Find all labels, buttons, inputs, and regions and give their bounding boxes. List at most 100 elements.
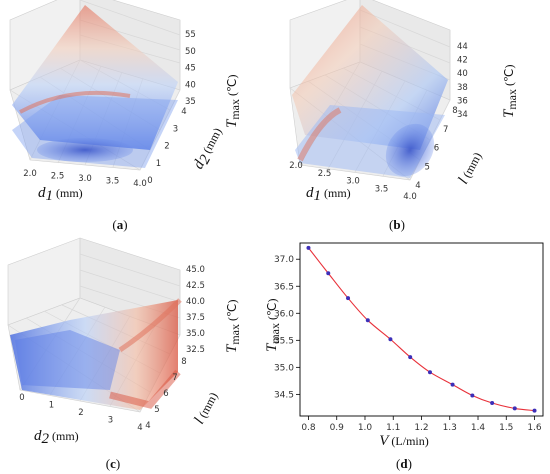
- panel-b-z-tick-label: 38: [457, 83, 468, 93]
- panel-a-3d-chart: [9, 0, 181, 171]
- panel-d-data-point: [470, 393, 475, 398]
- panel-a-z-tick-label: 40: [185, 80, 196, 90]
- panel-d-y-tick-label: 34.5: [274, 390, 294, 400]
- panel-a-x-ticks: 2.0 2.5 3.0 3.5 4.0: [23, 169, 147, 189]
- panel-b-y-tick-label: 6: [434, 144, 439, 154]
- panel-b-y-tick-label: 7: [443, 125, 448, 135]
- panel-b-y-tick-label: 4: [415, 181, 420, 191]
- panel-a-z-tick-label: 35: [185, 97, 196, 107]
- panel-d-data-point: [365, 318, 370, 323]
- panel-d-y-tick-label: 35.0: [274, 363, 294, 373]
- panel-a-x-tick-label: 3.0: [78, 174, 92, 184]
- panel-c-y-tick-label: 8: [181, 357, 186, 367]
- panel-b-x-tick-label: 2.5: [318, 169, 332, 179]
- panel-c-surface-ridge: [118, 298, 182, 353]
- panel-b-y-tick-label: 8: [452, 106, 457, 116]
- panel-b-z-label: Tmax (℃): [501, 65, 519, 118]
- panel-b-z-ticks: 34 36 38 40 42 44: [457, 42, 468, 120]
- panel-d-series-line: [308, 247, 535, 412]
- panel-b-x-tick-label: 2.0: [289, 161, 303, 171]
- panel-c-surface-front: [15, 330, 120, 390]
- panel-c-surface: [10, 300, 178, 410]
- panel-d-y-label: Tmax (℃): [264, 299, 282, 352]
- panel-b-x-tick-label: 3.5: [375, 184, 389, 194]
- panel-b-x-tick-label: 3.0: [346, 177, 360, 187]
- panel-c-x-label: d2 (mm): [34, 428, 79, 447]
- panel-d-x-tick-label: 1.3: [443, 423, 457, 433]
- panel-b-z-tick-label: 40: [457, 69, 468, 79]
- panel-c-x-tick-label: 0: [19, 393, 24, 403]
- panel-d-data-point: [490, 401, 495, 406]
- panel-d-x-tick-label: 1.2: [414, 423, 428, 433]
- panel-d-data-point: [346, 296, 351, 301]
- panel-d-x-tick-label: 0.8: [301, 423, 316, 433]
- panel-c-y-tick-label: 5: [154, 405, 159, 415]
- panel-d-data-point: [450, 382, 455, 387]
- panel-d-data-point: [326, 271, 331, 276]
- panel-a-label: (a): [112, 217, 127, 232]
- panel-d-data-point: [512, 406, 517, 411]
- panel-c-x-ticks: 0 1 2 3 4: [19, 393, 142, 433]
- panel-c-z-tick-label: 32.5: [186, 345, 205, 355]
- panel-c-z-tick-label: 40.0: [186, 297, 205, 307]
- panel-a-z-tick-label: 55: [185, 30, 196, 40]
- panel-a-surface-top: [12, 5, 178, 150]
- panel-d-y-tick-label: 36.0: [274, 309, 294, 319]
- panel-c-surface-hot-edge: [109, 369, 181, 409]
- panel-c-z-tick-label: 37.5: [186, 313, 205, 323]
- panel-d-y-tick-label: 35.5: [274, 336, 294, 346]
- panel-d-plot-frame: [299, 242, 544, 417]
- panel-a-x-tick-label: 4.0: [133, 179, 147, 189]
- panel-c-y-tick-label: 6: [163, 389, 168, 399]
- panel-d-data-point: [427, 370, 432, 375]
- panel-c-z-tick-label: 42.5: [186, 281, 205, 291]
- panel-c-y-tick-label: 4: [145, 421, 150, 431]
- panel-b-x-ticks: 2.0 2.5 3.0 3.5 4.0: [289, 161, 417, 202]
- panel-b-z-tick-label: 34: [457, 110, 468, 120]
- panel-a-y-label: d2 (mm): [190, 125, 228, 173]
- panel-b-x-tick-label: 4.0: [403, 192, 417, 202]
- panel-b-surface-minimum: [385, 123, 435, 177]
- panel-c-label: (c): [106, 456, 120, 471]
- panel-b-y-label: l (mm): [455, 149, 485, 186]
- panel-d-label: (d): [396, 456, 412, 471]
- panel-d-y-tick-label: 37.0: [274, 255, 294, 265]
- panel-c-z-tick-label: 35.0: [186, 329, 205, 339]
- panel-d-x-tick-label: 1.4: [471, 423, 486, 433]
- panel-d-y-ticks: 34.5 35.0 35.5 36.0 36.5 37.0: [274, 255, 300, 400]
- panel-c-x-tick-label: 4: [137, 423, 142, 433]
- panel-d-data-point: [532, 408, 537, 413]
- panel-c-x-tick-label: 1: [49, 401, 54, 411]
- panel-d-x-tick-label: 1.1: [386, 423, 400, 433]
- panel-a-y-tick-label: 0: [147, 176, 152, 186]
- panel-a-z-ticks: 35 40 45 50 55: [185, 30, 196, 107]
- panel-a-z-tick-label: 50: [185, 47, 196, 57]
- panel-d-line-chart: 0.8 0.9 1.0 1.1 1.2 1.3 1.4 1.5 1.6 34.5 35.0 35.5…: [274, 242, 544, 433]
- panel-d-x-ticks: 0.8 0.9 1.0 1.1 1.2 1.3 1.4 1.5 1.6: [301, 416, 542, 433]
- panel-d-series-points: [306, 245, 537, 413]
- panel-d-x-tick-label: 1.5: [499, 423, 513, 433]
- panel-a-y-tick-label: 3: [173, 124, 178, 134]
- panel-a-y-tick-label: 1: [156, 159, 161, 169]
- panel-c-x-tick-label: 3: [108, 416, 113, 426]
- panel-d-x-label: V (L/min): [379, 433, 429, 449]
- panel-d-data-point: [408, 355, 413, 360]
- panel-a-y-tick-label: 2: [164, 142, 169, 152]
- panel-b-z-tick-label: 42: [457, 56, 468, 66]
- panel-b-y-tick-label: 5: [425, 162, 430, 172]
- panel-c-z-ticks: 32.5 35.0 37.5 40.0 42.5 45.0: [186, 265, 205, 355]
- panel-a-z-label: Tmax (℃): [224, 75, 242, 128]
- panel-b-z-tick-label: 44: [457, 42, 468, 52]
- panel-c-z-tick-label: 45.0: [186, 265, 205, 275]
- panel-a-y-tick-label: 4: [181, 107, 186, 117]
- panel-d-x-tick-label: 1.6: [527, 423, 542, 433]
- panel-c-x-tick-label: 2: [78, 408, 83, 418]
- panel-d-data-point: [306, 245, 311, 250]
- panel-a-surface-ridge: [19, 90, 131, 114]
- panel-b-label: (b): [389, 217, 405, 232]
- panel-a-z-tick-label: 45: [185, 64, 196, 74]
- panel-c-z-label: Tmax (℃): [224, 300, 242, 353]
